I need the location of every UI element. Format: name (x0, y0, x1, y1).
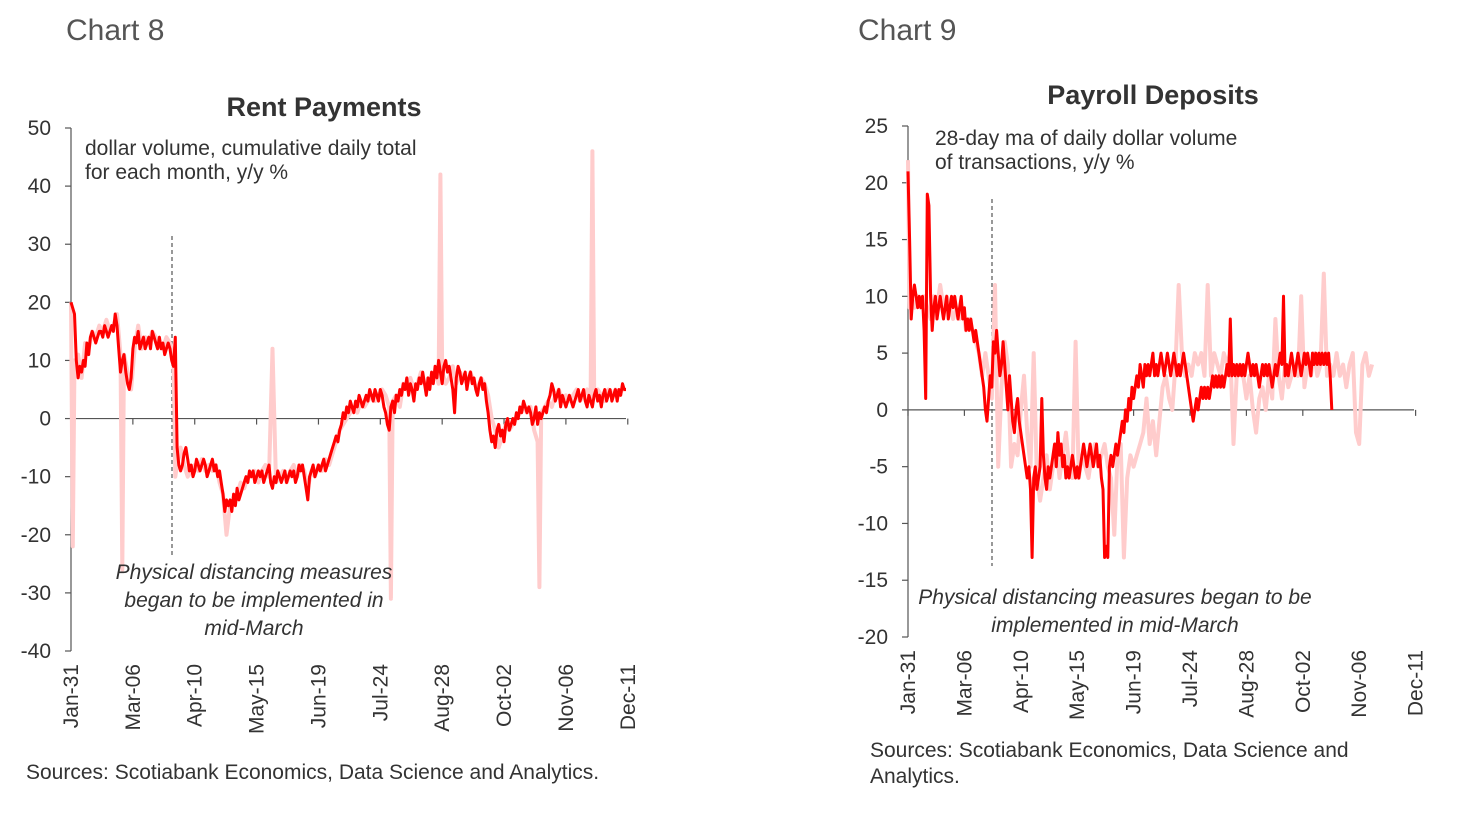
main-series-line (906, 171, 1334, 559)
annotation-line: for each month, y/y % (85, 161, 288, 184)
y-tick-label: 10 (865, 285, 888, 308)
chart-9-label: Chart 9 (858, 14, 957, 47)
x-tick-label: May-15 (246, 664, 269, 734)
x-tick-label: Jan-31 (897, 650, 920, 714)
chart-9-source: Sources: Scotiabank Economics, Data Scie… (870, 739, 1349, 788)
x-tick-label: Apr-10 (1010, 650, 1033, 713)
x-tick-label: Mar-06 (953, 650, 976, 717)
annotation-line: of transactions, y/y % (935, 151, 1135, 174)
annotation-line: 28-day ma of daily dollar volume (935, 127, 1237, 150)
chart-title: Rent Payments (226, 92, 421, 122)
event-note-line: Physical distancing measures began to be (918, 586, 1311, 609)
x-tick-label: Aug-28 (1235, 650, 1258, 718)
event-note-line: mid-March (204, 617, 303, 640)
event-note-line: implemented in mid-March (991, 614, 1238, 637)
chart-8-source: Sources: Scotiabank Economics, Data Scie… (26, 761, 600, 784)
y-tick-label: 5 (876, 342, 888, 365)
chart-annotation: dollar volume, cumulative daily total for… (85, 137, 417, 184)
x-tick-label: Jul-24 (1179, 650, 1202, 708)
y-tick-label: 20 (865, 172, 888, 195)
x-tick-label: Oct-02 (1292, 650, 1315, 713)
y-tick-label: -40 (21, 640, 51, 663)
y-tick-label: -10 (858, 512, 888, 535)
chart-8-label: Chart 8 (66, 14, 165, 47)
event-note: Physical distancing measures began to be … (116, 561, 393, 640)
y-tick-label: -5 (869, 456, 888, 479)
chart-title: Payroll Deposits (1047, 80, 1259, 110)
y-tick-label: -20 (21, 524, 51, 547)
event-note-line: began to be implemented in (124, 589, 383, 612)
daily-series-line (69, 149, 626, 601)
event-note: Physical distancing measures began to be… (918, 586, 1311, 637)
y-tick-label: 25 (865, 115, 888, 138)
y-tick-label: 0 (39, 408, 51, 431)
y-tick-label: 10 (28, 349, 51, 372)
y-tick-label: -10 (21, 466, 51, 489)
rent-payments-chart: Rent Payments dollar volume, cumulative d… (21, 92, 640, 734)
main-series-line (69, 301, 626, 513)
x-tick-label: Jul-24 (369, 664, 392, 722)
y-tick-label: 15 (865, 229, 888, 252)
x-tick-label: Jan-31 (60, 664, 83, 728)
x-tick-label: Apr-10 (184, 664, 207, 727)
annotation-line: dollar volume, cumulative daily total (85, 137, 417, 160)
x-tick-label: Dec-11 (617, 664, 640, 730)
y-tick-label: 20 (28, 291, 51, 314)
x-tick-label: Aug-28 (431, 664, 454, 732)
x-tick-label: May-15 (1066, 650, 1089, 720)
x-tick-label: Oct-02 (493, 664, 516, 727)
x-tick-label: Mar-06 (122, 664, 145, 731)
event-note-line: Physical distancing measures (116, 561, 393, 584)
y-tick-label: 50 (28, 117, 51, 140)
y-tick-label: 30 (28, 233, 51, 256)
x-tick-label: Nov-06 (1348, 650, 1371, 718)
y-tick-label: -15 (858, 569, 888, 592)
y-tick-label: -30 (21, 582, 51, 605)
payroll-deposits-chart: Payroll Deposits 28-day ma of daily dolla… (858, 80, 1428, 720)
y-tick-label: -20 (858, 626, 888, 649)
y-tick-label: 40 (28, 175, 51, 198)
y-tick-label: 0 (876, 399, 888, 422)
x-tick-label: Jun-19 (307, 664, 330, 728)
x-tick-label: Dec-11 (1405, 650, 1428, 716)
x-tick-label: Jun-19 (1123, 650, 1146, 714)
chart-annotation: 28-day ma of daily dollar volume of trans… (935, 127, 1237, 174)
x-tick-label: Nov-06 (555, 664, 578, 732)
